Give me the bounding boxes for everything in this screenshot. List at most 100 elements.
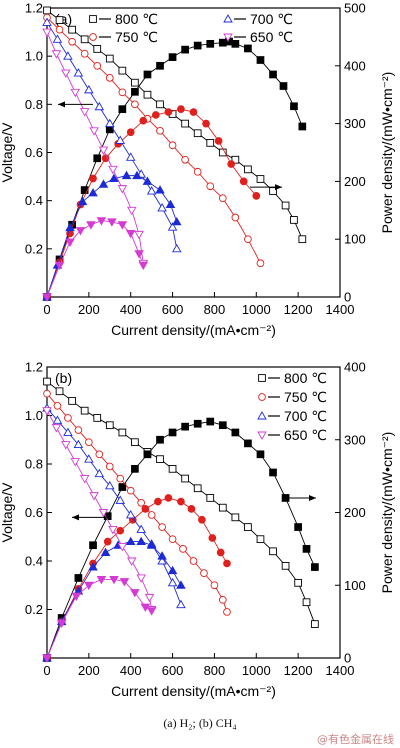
voltage-point: [84, 454, 94, 463]
voltage-point: [193, 129, 202, 138]
power-point: [218, 421, 227, 430]
voltage-point: [244, 523, 252, 531]
voltage-point: [231, 513, 240, 522]
voltage-point: [311, 620, 319, 628]
legend-label: 700 ℃: [284, 408, 327, 424]
voltage-point: [290, 216, 298, 224]
power-point: [187, 505, 196, 513]
voltage-point: [206, 182, 215, 191]
voltage-point: [171, 243, 182, 253]
voltage-point: [105, 462, 114, 471]
voltage-point: [294, 578, 302, 587]
power-point: [146, 540, 157, 549]
power-point: [118, 105, 127, 114]
voltage-point: [281, 562, 290, 570]
x-tick-label: 600: [162, 302, 184, 317]
power-point: [71, 592, 82, 602]
voltage-point: [85, 438, 93, 447]
chart-panel-b: 0 200 400 600 800 1000 1200 14000.20.40.60.81.0…: [0, 360, 395, 700]
voltage-point: [136, 524, 146, 533]
power-line: [46, 41, 303, 298]
legend-label: 650 ℃: [250, 29, 293, 45]
power-point: [98, 179, 109, 188]
voltage-point: [134, 230, 144, 240]
power-point: [290, 102, 298, 111]
power-point: [269, 468, 277, 477]
power-point: [107, 218, 117, 227]
y-left-tick-label: 1.0: [25, 408, 43, 423]
power-point: [117, 221, 128, 230]
power-point: [311, 563, 319, 571]
legend-marker: [258, 393, 266, 401]
power-point: [216, 548, 225, 557]
legend-label: 800 ℃: [284, 370, 327, 386]
voltage-point: [105, 480, 115, 490]
y-left-tick-label: 0.4: [25, 193, 43, 208]
voltage-point: [115, 495, 126, 504]
power-point: [167, 565, 178, 575]
voltage-point: [52, 415, 63, 424]
voltage-point: [193, 484, 202, 493]
voltage-point: [167, 577, 178, 587]
voltage-point: [51, 50, 62, 59]
y-left-tick-label: 1.2: [25, 1, 43, 16]
voltage-point: [168, 535, 177, 544]
voltage-point: [52, 34, 63, 43]
voltage-point: [206, 494, 215, 502]
legend-marker: [257, 431, 267, 440]
voltage-point: [137, 498, 146, 507]
power-point: [231, 428, 240, 437]
power-point: [177, 105, 185, 114]
y-left-tick-label: 0.8: [25, 457, 43, 472]
legend-label: 700 ℃: [250, 11, 293, 27]
legend-entry: 750 ℃: [89, 29, 158, 45]
voltage-point: [115, 135, 126, 144]
y-right-axis-label: Power density/(mW•cm⁻²): [379, 432, 395, 594]
voltage-point: [73, 439, 84, 449]
voltage-point: [126, 557, 137, 566]
voltage-point: [210, 581, 219, 590]
power-point: [206, 417, 215, 426]
power-point: [42, 293, 52, 302]
series-650: [42, 407, 157, 663]
voltage-point: [231, 213, 240, 222]
voltage-point: [193, 167, 202, 176]
power-point: [131, 465, 139, 473]
power-point: [269, 70, 277, 79]
power-point: [116, 526, 125, 535]
plot-frame: [46, 7, 341, 298]
voltage-point: [105, 421, 114, 430]
voltage-point: [158, 523, 166, 531]
voltage-point: [117, 543, 128, 552]
power-point: [118, 483, 127, 491]
series-650: [42, 28, 149, 302]
legend-entry: 750 ℃: [258, 389, 327, 405]
voltage-point: [118, 88, 127, 97]
power-point: [141, 505, 150, 513]
x-tick-label: 1000: [242, 302, 271, 317]
y-left-tick-label: 0.2: [25, 602, 43, 617]
power-point: [154, 497, 162, 506]
figure-caption: (a) H₂; (b) CH₄: [163, 716, 237, 730]
power-point: [142, 176, 153, 185]
voltage-point: [89, 127, 99, 136]
voltage-point: [181, 155, 189, 164]
voltage-point: [256, 535, 265, 544]
voltage-point: [80, 35, 89, 44]
legend-entry: 800 ℃: [258, 370, 327, 386]
voltage-point: [126, 206, 137, 216]
y-left-axis-label: Voltage/V: [0, 122, 15, 183]
legend-entry: 650 ℃: [257, 427, 327, 443]
power-line: [46, 421, 316, 659]
voltage-point: [80, 49, 89, 58]
voltage-point: [200, 569, 208, 577]
voltage-point: [53, 401, 62, 410]
series-800: [43, 6, 307, 301]
voltage-point: [269, 547, 277, 556]
voltage-point: [147, 511, 156, 519]
voltage-point: [176, 599, 186, 609]
power-point: [244, 439, 252, 448]
power-point: [143, 450, 152, 459]
y-left-tick-label: 0.2: [25, 241, 43, 256]
voltage-point: [231, 155, 240, 164]
